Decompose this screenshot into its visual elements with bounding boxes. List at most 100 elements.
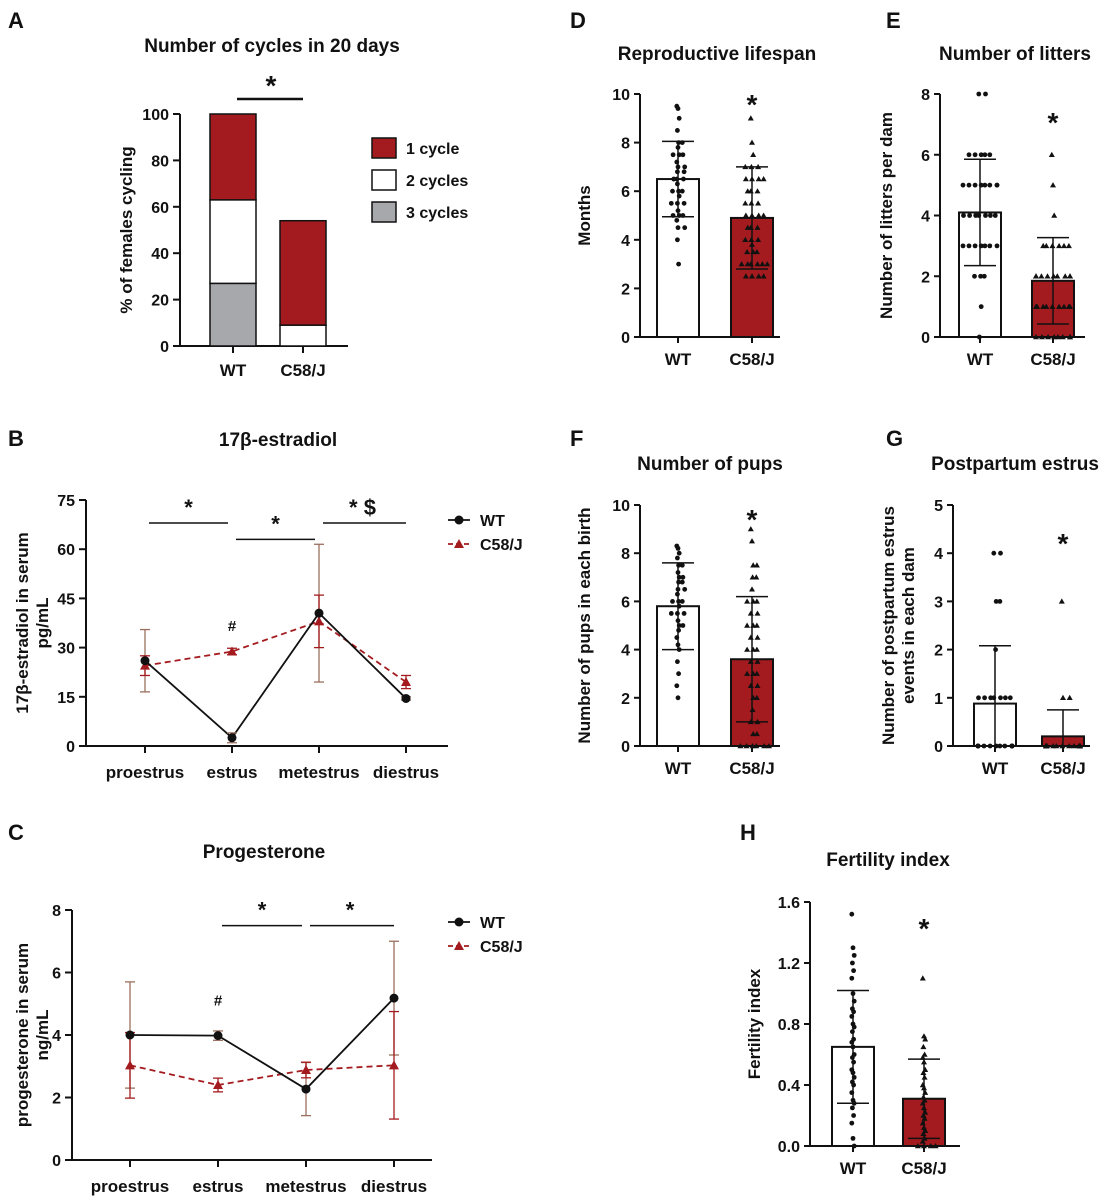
series-line-c58j	[144, 620, 407, 683]
significance-star: *	[919, 913, 930, 944]
data-point-wt	[960, 182, 966, 188]
panel-title-h: Fertility index	[826, 850, 950, 871]
x-category-label: WT	[840, 1159, 867, 1178]
data-point-wt	[849, 975, 855, 981]
data-point-wt	[978, 152, 984, 158]
y-tick-label: 4	[621, 643, 630, 660]
series-line-c58j	[129, 1064, 395, 1086]
y-axis-title-h-line: Fertility index	[745, 968, 764, 1079]
significance-star: *	[266, 70, 277, 101]
data-point-wt	[679, 562, 685, 568]
y-tick-label: 0	[621, 739, 630, 756]
data-point-c58j	[754, 658, 761, 664]
data-point-c58j	[747, 634, 754, 640]
data-point-c58j	[921, 1143, 927, 1149]
data-point-c58j	[1050, 743, 1057, 749]
data-point-c58j	[749, 586, 755, 592]
data-point-wt	[670, 188, 675, 194]
data-point-c58j	[753, 248, 760, 255]
data-point-wt	[675, 545, 681, 551]
data-point-wt	[961, 213, 966, 218]
data-point-wt	[676, 115, 682, 121]
data-point-c58j	[747, 526, 754, 532]
x-category-label: estrus	[206, 763, 257, 782]
y-tick-label: 60	[57, 542, 75, 559]
data-point-c58j	[1044, 273, 1051, 279]
data-point-wt	[851, 952, 857, 958]
significance-star: *	[1058, 528, 1069, 559]
data-point-c58j	[760, 176, 767, 182]
data-point-wt	[675, 237, 680, 243]
x-category-label: metestrus	[278, 763, 359, 782]
y-tick-label: 2	[934, 643, 943, 660]
data-point-c58j	[1067, 303, 1073, 309]
data-point-c58j	[1059, 334, 1066, 340]
significance-star: *	[747, 504, 758, 535]
marker-symbol: #	[214, 992, 223, 1009]
significance-star: * $	[349, 495, 376, 520]
data-point-wt	[850, 1105, 855, 1111]
data-point-c58j	[753, 622, 760, 628]
data-point-c58j	[766, 743, 772, 749]
x-category-label: C58/J	[729, 350, 774, 369]
legend-marker-c58j	[454, 539, 464, 548]
data-point-c58j	[1043, 743, 1049, 749]
panel-label-d: D	[570, 8, 586, 33]
y-tick-label: 45	[57, 591, 75, 608]
data-point-wt	[987, 182, 993, 188]
legend-label: C58/J	[480, 939, 523, 956]
x-category-label: WT	[982, 759, 1009, 778]
data-point-wt	[972, 182, 978, 188]
data-point-wt	[988, 213, 993, 218]
data-point-c58j	[753, 646, 760, 652]
data-point-c58j	[754, 610, 761, 616]
y-tick-label: 75	[57, 493, 75, 510]
x-category-label: C58/J	[1030, 350, 1075, 369]
y-tick-label: 0	[934, 739, 943, 756]
data-point-c58j	[919, 1082, 926, 1088]
y-tick-label: 2	[621, 281, 630, 298]
significance-star: *	[1048, 107, 1059, 138]
data-point-wt	[994, 243, 1000, 249]
data-point-c58j	[755, 273, 762, 279]
legend-swatch	[371, 169, 397, 191]
y-tick-label: 0	[66, 739, 75, 756]
data-point-c58j	[1065, 242, 1072, 249]
data-point-wt	[982, 152, 988, 158]
data-point-wt	[675, 106, 681, 111]
data-point-c58j	[753, 743, 760, 749]
x-category-label: proestrus	[106, 763, 184, 782]
data-point-c58j	[754, 224, 761, 230]
data-point-wt	[140, 656, 150, 666]
data-point-c58j	[760, 273, 767, 279]
data-point-wt	[967, 213, 972, 218]
data-point-wt	[850, 960, 855, 966]
y-tick-label: 6	[621, 184, 630, 201]
data-point-c58j	[750, 151, 757, 157]
data-point-c58j	[1033, 273, 1039, 279]
y-axis-title-d-line: Months	[575, 185, 594, 245]
data-point-wt	[988, 695, 994, 701]
data-point-c58j	[755, 176, 762, 182]
legend-label: WT	[480, 915, 505, 932]
data-point-wt	[674, 217, 680, 223]
data-point-c58j	[749, 538, 755, 544]
y-tick-label: 2	[621, 691, 630, 708]
legend-label: 2 cycles	[406, 173, 468, 190]
panel-label-h: H	[740, 820, 756, 845]
y-axis-title-b-line: pg/mL	[33, 598, 52, 649]
data-point-wt	[983, 213, 988, 218]
y-axis-title-f: Number of pups in each birth	[575, 507, 594, 743]
data-point-c58j	[213, 1080, 223, 1089]
y-tick-label: 6	[52, 966, 61, 983]
y-tick-label: 4	[621, 233, 630, 250]
data-point-c58j	[1050, 182, 1056, 188]
data-point-wt	[681, 611, 687, 616]
y-axis-title-f-line: Number of pups in each birth	[575, 507, 594, 743]
data-point-c58j	[921, 1033, 927, 1039]
data-point-c58j	[401, 677, 411, 687]
data-point-wt	[670, 152, 676, 158]
data-point-wt	[978, 304, 984, 310]
data-point-wt	[1002, 743, 1008, 749]
